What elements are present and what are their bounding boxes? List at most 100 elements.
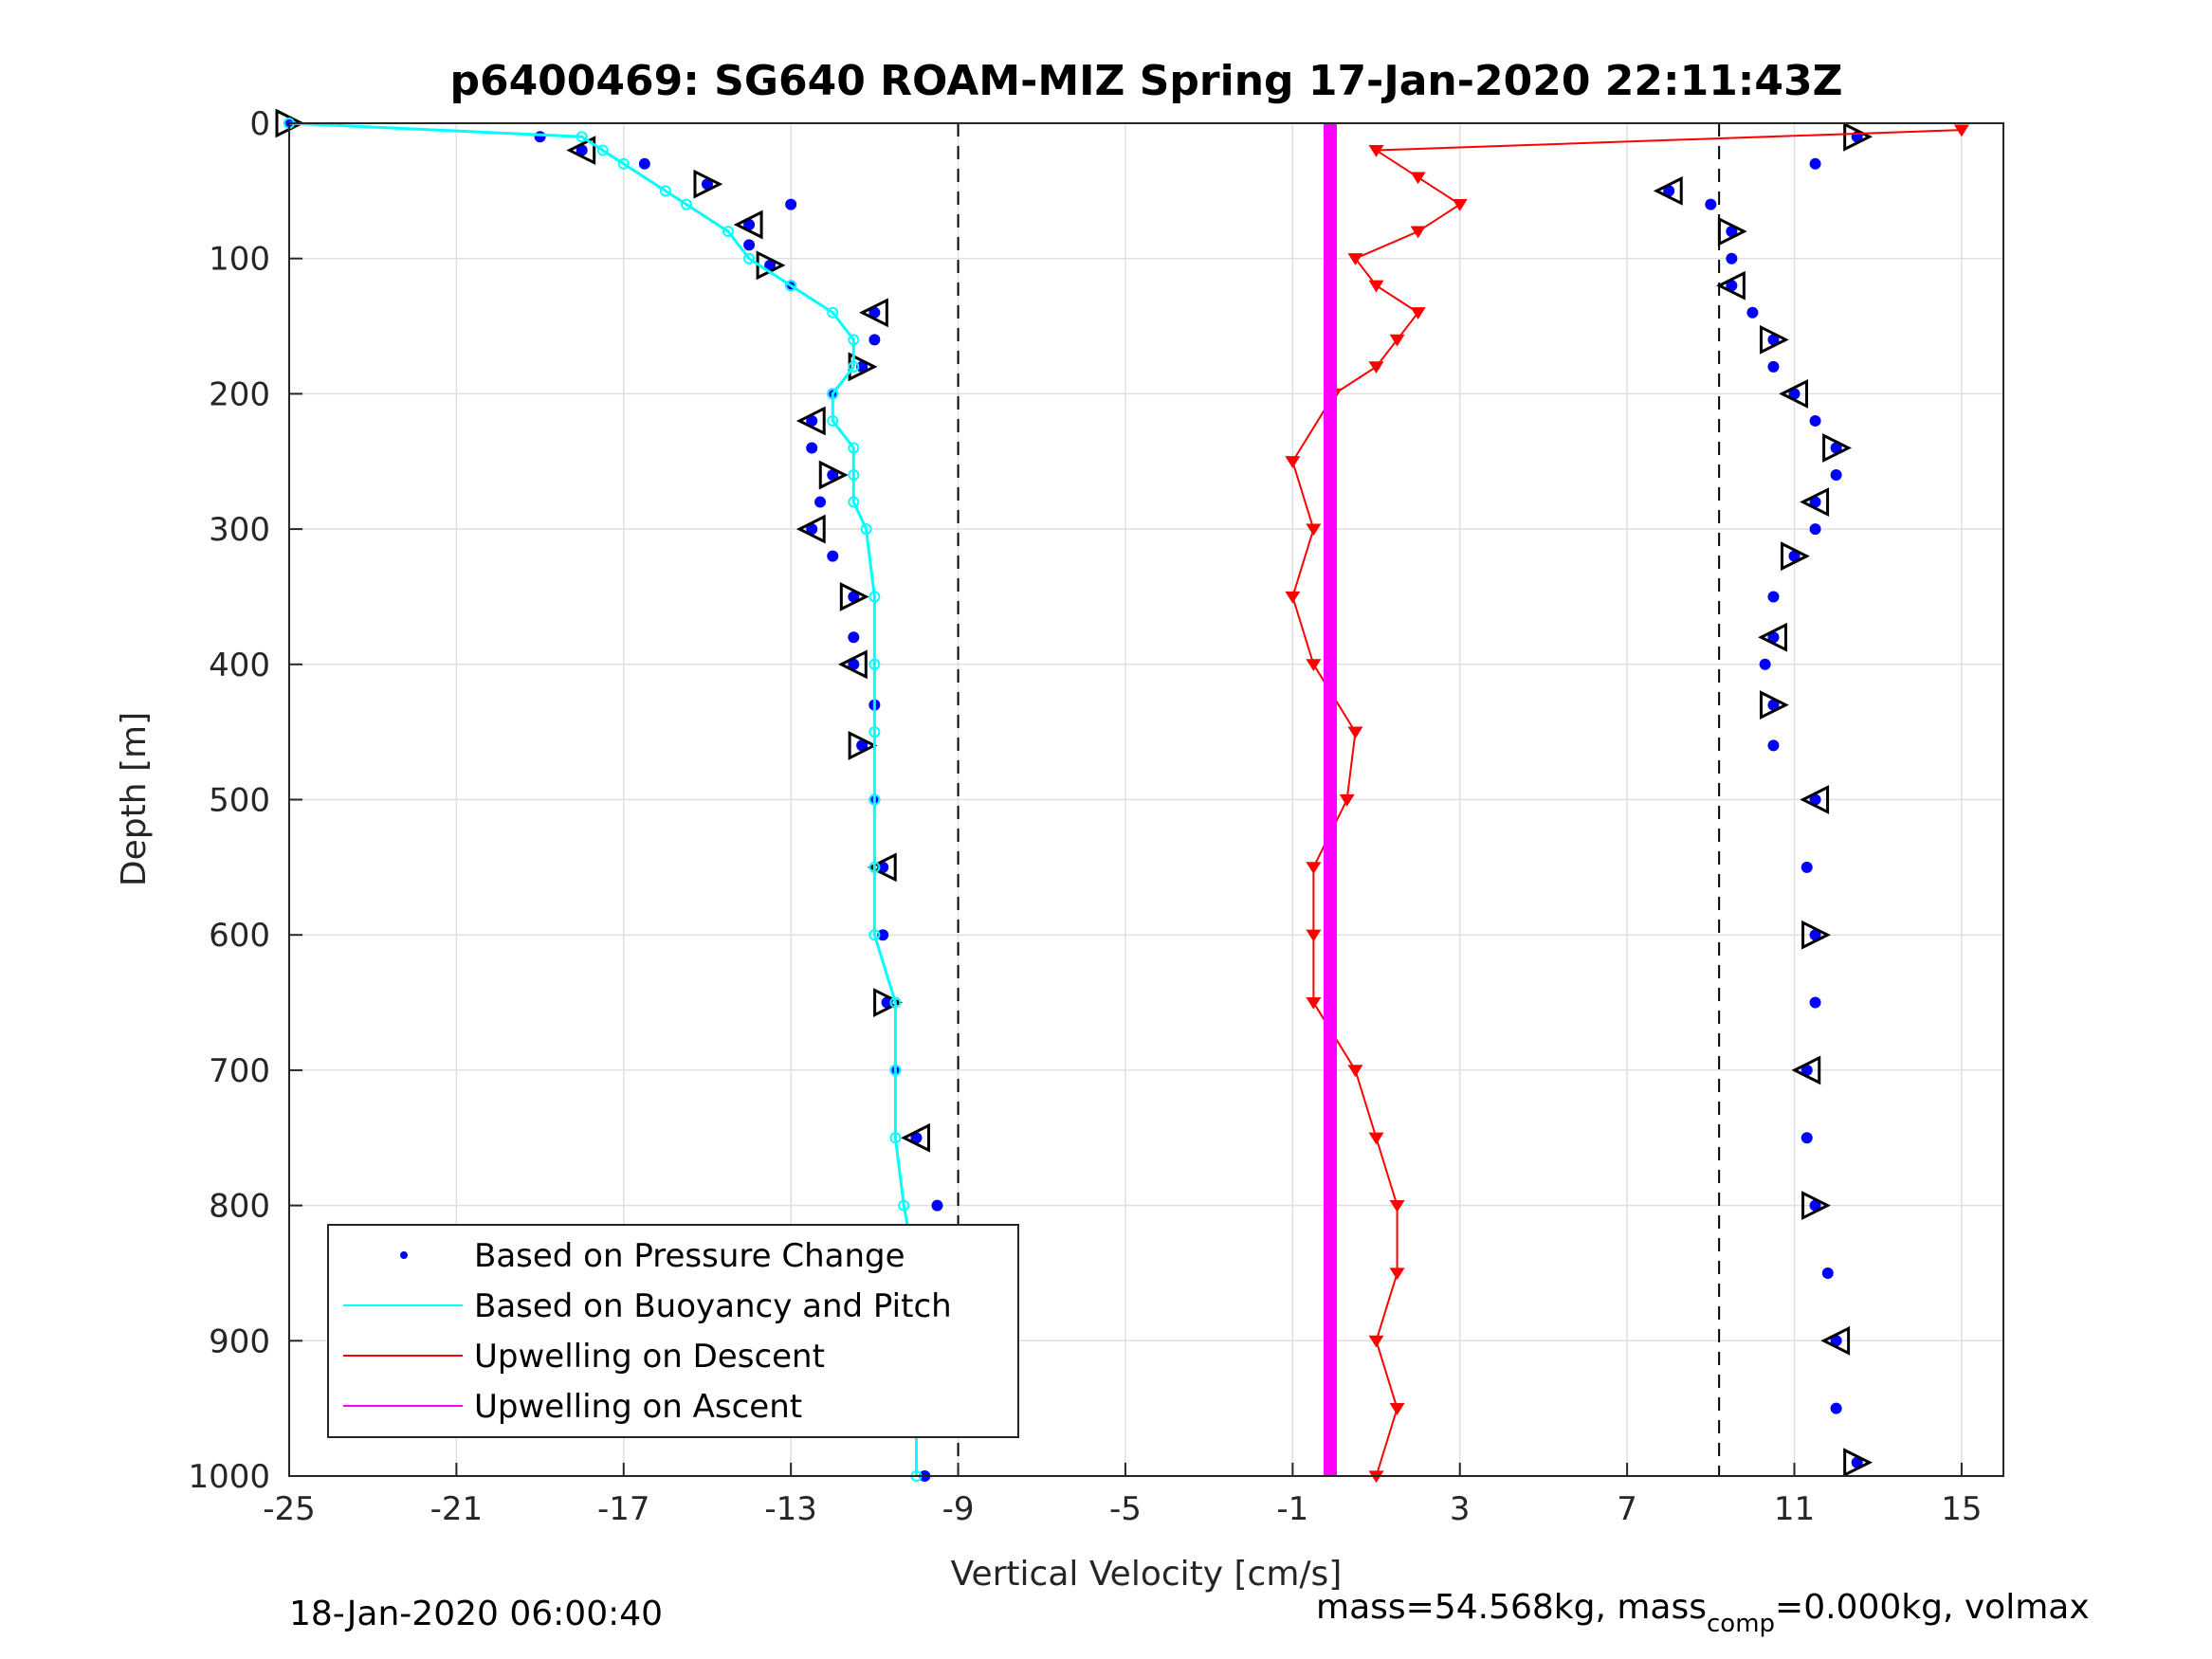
pressure-point	[1830, 469, 1842, 482]
x-tick-label: -25	[263, 1490, 316, 1528]
legend-item-pressure: Based on Pressure Change	[400, 1237, 905, 1275]
legend-label-descent: Upwelling on Descent	[474, 1338, 825, 1376]
buoyancy-point	[848, 496, 860, 508]
buoyancy-point	[827, 414, 839, 427]
descent-point	[1306, 523, 1322, 537]
pitch-triangle-marker	[867, 852, 897, 883]
buoyancy-point	[743, 252, 756, 264]
x-tick-label: -13	[764, 1490, 817, 1528]
x-tick-label: 7	[1617, 1490, 1637, 1528]
pitch-triangle-marker	[795, 514, 826, 544]
pitch-triangle-marker	[693, 169, 723, 199]
y-tick-label: 500	[209, 782, 270, 820]
pressure-point	[877, 861, 889, 873]
buoyancy-point	[827, 306, 839, 319]
pitch-triangle-marker	[1800, 487, 1830, 517]
buoyancy-point	[889, 1132, 902, 1144]
descent-point	[1306, 929, 1322, 942]
pitch-triangle-marker	[837, 649, 868, 680]
pressure-point	[1809, 996, 1821, 1009]
pressure-point	[1726, 280, 1738, 292]
pitch-triangle-marker	[795, 406, 826, 436]
pressure-point	[827, 550, 839, 562]
pressure-point	[1801, 1064, 1813, 1076]
pressure-point	[848, 631, 860, 644]
pitch-triangle-marker	[1653, 175, 1683, 206]
y-axis-label: Depth [m]	[115, 712, 154, 886]
pitch-triangle-marker	[1801, 920, 1831, 950]
pressure-point	[1663, 185, 1675, 197]
descent-point	[1368, 361, 1384, 374]
pressure-point	[1767, 334, 1780, 346]
buoyancy-point	[898, 1199, 910, 1212]
buoyancy-line	[288, 121, 918, 1476]
x-tick-label: 11	[1774, 1490, 1815, 1528]
footer-mass-info: mass=54.568kg, masscomp=0.000kg, volmax	[1316, 1588, 2090, 1638]
pitch-triangle-marker	[1791, 1055, 1821, 1085]
pitch-triangle-marker	[859, 298, 888, 328]
footer-mass-rest: =0.000kg, volmax	[1775, 1588, 2090, 1627]
pitch-triangle-marker	[1843, 1448, 1874, 1478]
pitch-triangle-marker	[1717, 216, 1747, 246]
legend-item-descent: Upwelling on Descent	[343, 1338, 825, 1376]
pressure-point	[701, 178, 713, 191]
descent-point	[1389, 334, 1405, 347]
pitch-triangle-marker	[1822, 433, 1852, 463]
buoyancy-point	[617, 157, 630, 170]
pressure-point	[743, 239, 756, 251]
descent-point	[1389, 1200, 1405, 1212]
pressure-point	[1788, 550, 1801, 562]
y-tick-label: 800	[209, 1188, 270, 1226]
pitch-triangle-marker	[873, 988, 903, 1017]
pitch-triangle-marker	[839, 582, 869, 611]
descent-point	[1389, 1267, 1405, 1281]
x-tick-label: -17	[597, 1490, 650, 1528]
buoyancy-point	[785, 280, 797, 292]
pressure-point	[1809, 496, 1821, 508]
buoyancy-point	[868, 861, 881, 873]
pressure-point	[576, 144, 588, 156]
pressure-point	[1767, 699, 1780, 711]
buoyancy-point	[868, 658, 881, 670]
pressure-point	[1809, 414, 1821, 427]
descent-point	[1368, 144, 1384, 157]
descent-point	[1410, 226, 1426, 239]
pitch-triangle-marker	[1781, 541, 1810, 572]
pressure-point	[1705, 198, 1717, 210]
pitch-triangle-marker	[1716, 270, 1746, 301]
footer-mass-main: mass=54.568kg, mass	[1316, 1588, 1707, 1627]
buoyancy-point	[889, 1064, 902, 1076]
y-tick-label: 400	[209, 647, 270, 684]
x-tick-label: -9	[942, 1490, 975, 1528]
pressure-point	[856, 360, 868, 373]
pressure-point	[1821, 1267, 1834, 1279]
y-tick-label: 0	[249, 105, 270, 143]
pressure-point	[868, 334, 881, 346]
pressure-point	[877, 929, 889, 941]
pressure-point	[1759, 658, 1771, 670]
chart-title: p6400469: SG640 ROAM-MIZ Spring 17-Jan-2…	[449, 57, 1842, 105]
legend-label-buoyancy: Based on Buoyancy and Pitch	[474, 1287, 952, 1325]
buoyancy-point	[722, 226, 735, 238]
pressure-point	[638, 157, 650, 170]
pressure-point	[806, 442, 818, 454]
y-tick-label: 700	[209, 1052, 270, 1090]
axis-ticks: -25 -21 -17 -13 -9 -5 -1 3 7 11 150100200300400500…	[188, 105, 1982, 1528]
descent-point	[1347, 726, 1363, 739]
legend-marker-pressure	[400, 1251, 408, 1259]
descent-point	[1347, 253, 1363, 265]
pressure-point	[534, 131, 546, 143]
pitch-triangle-marker	[1800, 785, 1830, 814]
buoyancy-point	[848, 360, 860, 373]
pressure-point	[1801, 1132, 1813, 1144]
pressure-point	[931, 1199, 943, 1212]
descent-point	[1347, 1065, 1363, 1078]
pitch-triangle-marker	[733, 210, 763, 240]
pressure-point	[1809, 157, 1821, 170]
y-tick-label: 100	[209, 241, 270, 279]
pressure-point	[881, 996, 893, 1009]
pitch-triangle-marker	[1759, 690, 1789, 720]
descent-point	[1410, 172, 1426, 185]
pressure-point	[1809, 1199, 1821, 1212]
buoyancy-point	[868, 591, 881, 603]
